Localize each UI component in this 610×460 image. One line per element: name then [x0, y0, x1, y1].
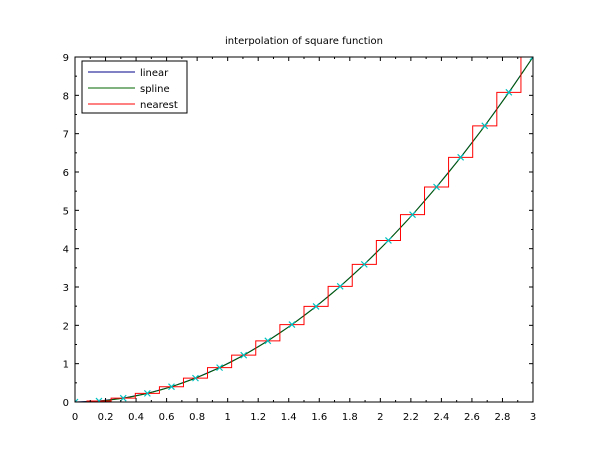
sample-marker: [312, 303, 320, 310]
sample-marker: [143, 389, 151, 397]
x-tick-label: 3: [530, 412, 536, 423]
plot-area: [75, 57, 533, 402]
sample-marker: [457, 153, 465, 161]
sample-marker: [75, 398, 79, 402]
sample-marker-stroke: [168, 383, 175, 391]
sample-marker-stroke: [360, 260, 368, 268]
x-tick-label: 1.6: [311, 412, 327, 423]
x-tick-label: 1.8: [342, 412, 358, 423]
legend-label-spline: spline: [140, 84, 170, 95]
sample-marker-stroke: [240, 351, 248, 359]
y-tick-label: 2: [63, 321, 69, 332]
sample-marker-stroke: [385, 237, 392, 244]
y-tick-label: 4: [63, 245, 69, 256]
sample-marker-stroke: [192, 374, 199, 382]
x-tick-label: 2.8: [495, 412, 511, 423]
sample-marker: [216, 364, 223, 372]
sample-marker: [529, 57, 533, 61]
x-tick-label: 0.2: [98, 412, 114, 423]
series-group: [75, 57, 533, 402]
sample-marker-stroke: [457, 153, 465, 161]
chart-title: interpolation of square function: [225, 36, 383, 47]
sample-marker: [336, 282, 344, 290]
sample-marker: [95, 397, 103, 402]
x-tick-label: 2.6: [464, 412, 480, 423]
sample-marker-stroke: [264, 337, 272, 345]
legend-label-linear: linear: [140, 68, 169, 79]
sample-marker: [288, 321, 296, 329]
x-tick-label: 2.4: [433, 412, 449, 423]
sample-marker: [385, 237, 392, 244]
sample-marker: [433, 183, 440, 191]
legend: linear spline nearest: [81, 60, 188, 114]
sample-marker-stroke: [75, 398, 79, 402]
sample-marker-stroke: [97, 397, 103, 402]
sample-marker-stroke: [288, 321, 296, 329]
x-tick-label: 0.6: [159, 412, 175, 423]
sample-marker: [264, 337, 272, 345]
axes: 0 0.2 0.4 0.6 0.8 1 1.2 1.4 1.6 1.8 2 2.2 2.4 2.6 2.8 3…: [63, 53, 537, 423]
y-tick-label: 1: [63, 360, 69, 371]
sample-marker: [505, 88, 513, 96]
y-tick-label: 7: [63, 130, 69, 141]
sample-marker-stroke: [216, 364, 223, 372]
legend-label-nearest: nearest: [140, 100, 178, 111]
sample-marker-stroke: [312, 303, 320, 310]
x-tick-label: 0.4: [128, 412, 144, 423]
sample-marker: [360, 260, 368, 268]
x-tick-label: 1.2: [250, 412, 266, 423]
y-tick-label: 3: [63, 283, 69, 294]
sample-marker: [168, 383, 175, 391]
sample-marker: [192, 374, 199, 382]
x-tick-label: 0.8: [189, 412, 205, 423]
sample-marker: [409, 211, 416, 219]
x-tick-label: 2.2: [403, 412, 419, 423]
sample-marker-stroke: [529, 57, 533, 61]
sample-marker: [240, 351, 248, 359]
sample-marker-stroke: [409, 211, 416, 219]
sample-marker-stroke: [143, 389, 151, 397]
y-tick-label: 9: [63, 53, 69, 64]
x-tick-label: 2: [377, 412, 383, 423]
y-tick-label: 8: [63, 91, 69, 102]
y-tick-label: 0: [63, 398, 69, 409]
sample-marker-stroke: [433, 183, 440, 191]
x-tick-label: 1: [224, 412, 230, 423]
y-tick-label: 5: [63, 206, 69, 217]
sample-marker-stroke: [336, 282, 344, 290]
y-tick-label: 6: [63, 168, 69, 179]
sample-marker-stroke: [481, 122, 489, 130]
x-tick-label: 0: [72, 412, 78, 423]
sample-marker-stroke: [505, 88, 513, 96]
x-tick-label: 1.4: [281, 412, 297, 423]
sample-marker: [481, 122, 489, 130]
